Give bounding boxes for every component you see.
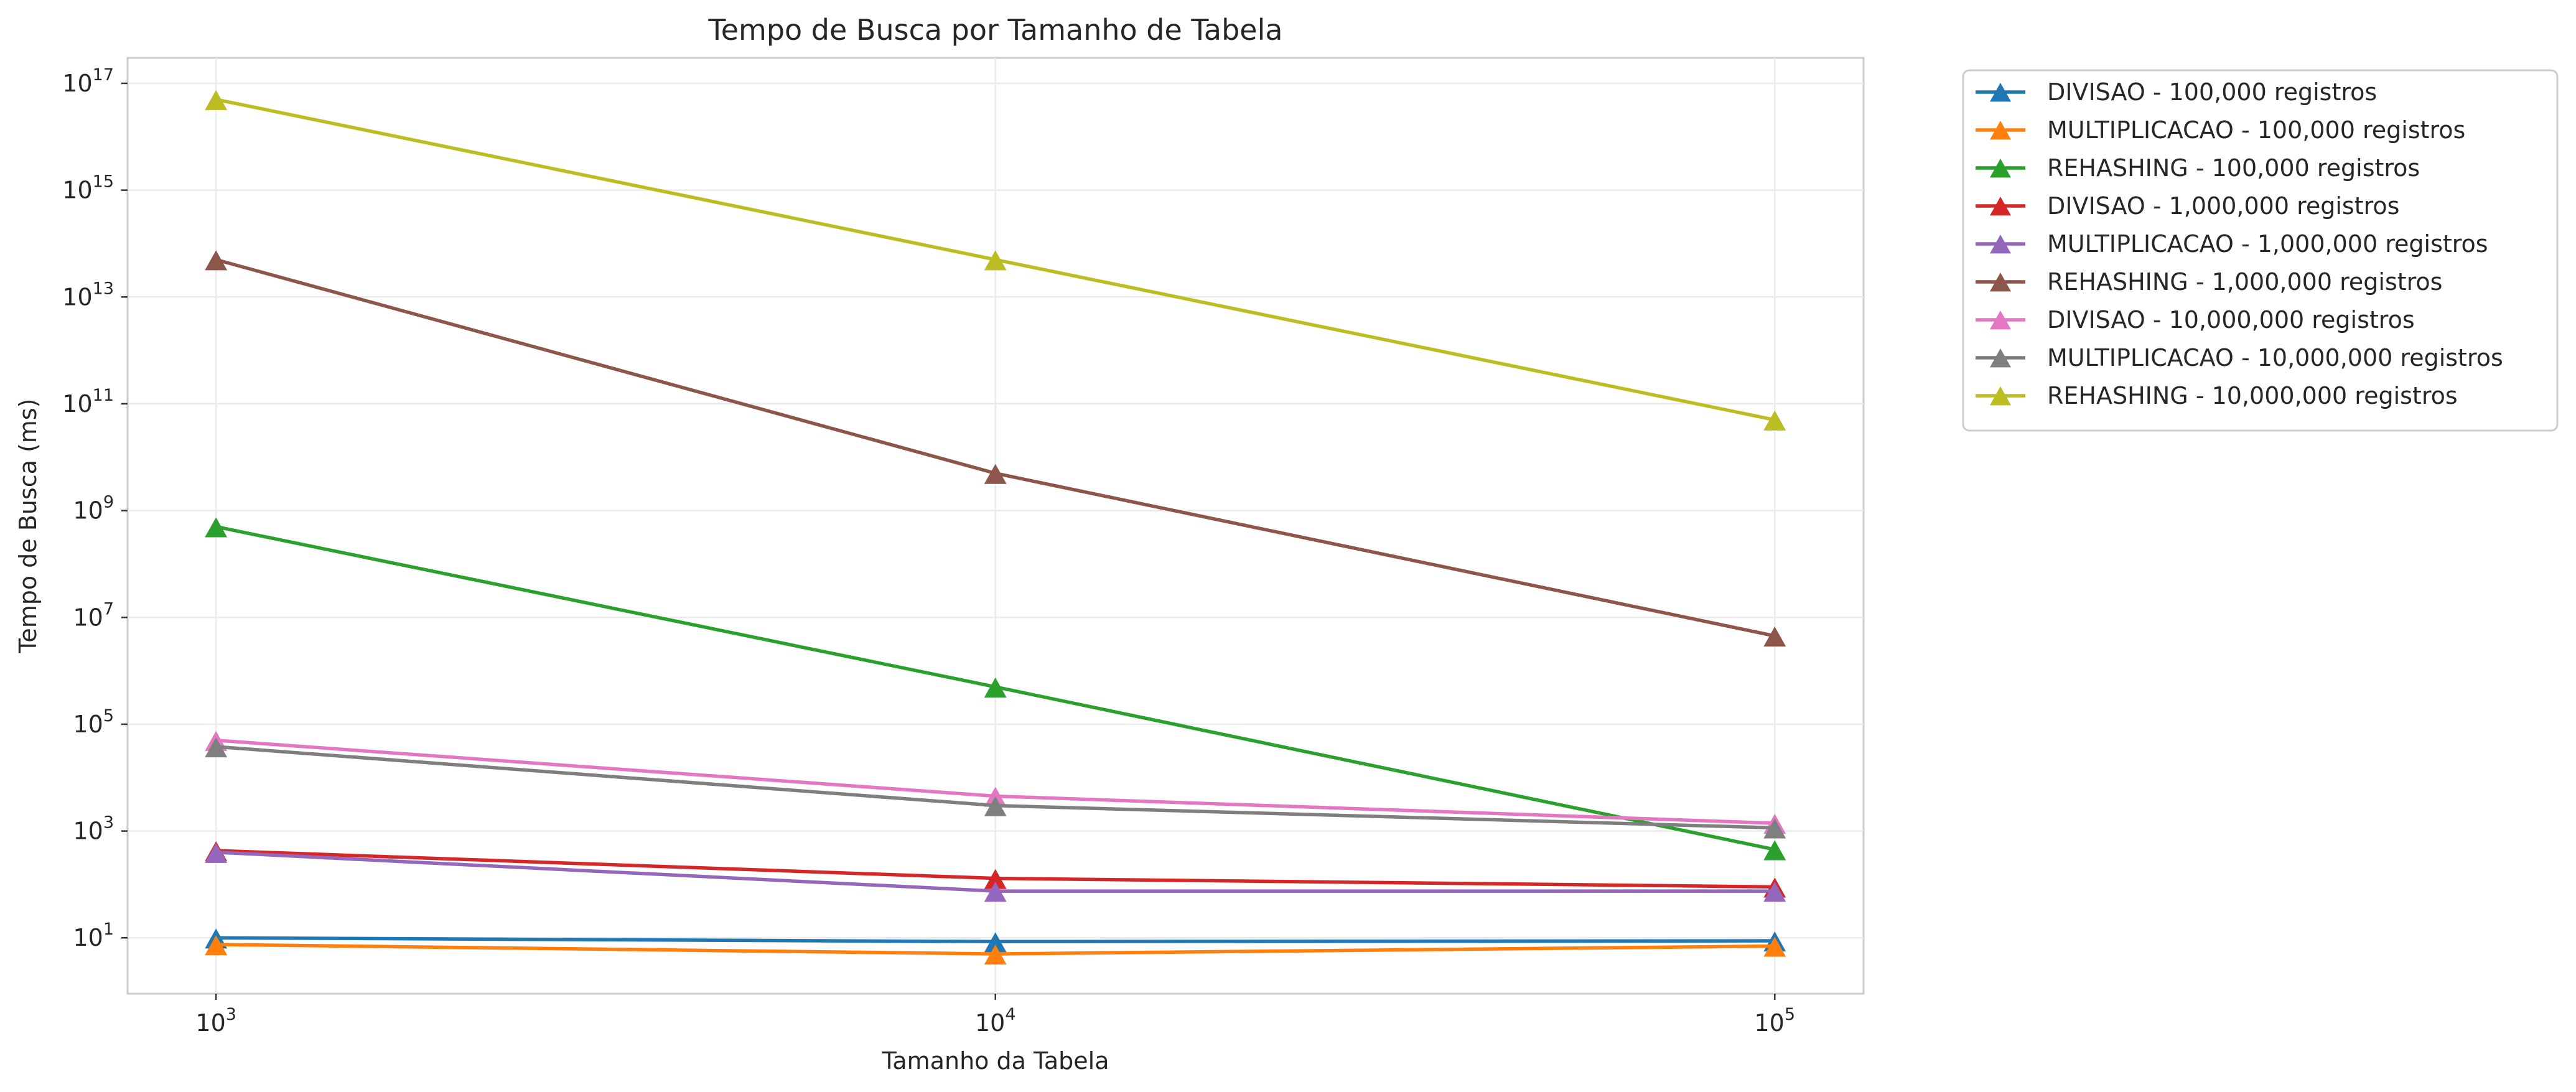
legend-item: DIVISAO - 1,000,000 registros: [1976, 192, 2399, 220]
x-tick-label: 103: [195, 1005, 236, 1037]
data-point: [1763, 840, 1786, 861]
legend-label: REHASHING - 1,000,000 registros: [2047, 268, 2442, 296]
y-tick-label: 103: [73, 813, 114, 845]
legend-marker: [1989, 310, 2012, 330]
legend-marker: [1989, 386, 2012, 406]
legend-marker: [1989, 158, 2012, 178]
data-point: [984, 796, 1007, 816]
legend: DIVISAO - 100,000 registros MULTIPLICACAO…: [1962, 69, 2559, 432]
legend-marker: [1989, 234, 2012, 254]
legend-marker: [1989, 272, 2012, 292]
legend-label: MULTIPLICACAO - 10,000,000 registros: [2047, 344, 2503, 371]
legend-label: MULTIPLICACAO - 1,000,000 registros: [2047, 230, 2488, 258]
series-9: [205, 90, 1786, 431]
y-axis-label: Tempo de Busca (ms): [14, 399, 42, 654]
y-tick-label: 105: [73, 706, 114, 738]
legend-item: REHASHING - 10,000,000 registros: [1976, 382, 2458, 409]
data-point: [984, 250, 1007, 271]
series-6: [205, 250, 1786, 647]
series-8: [205, 737, 1786, 839]
x-tick-label: 104: [975, 1005, 1016, 1037]
data-point: [205, 517, 228, 538]
legend-item: DIVISAO - 100,000 registros: [1976, 78, 2377, 106]
x-tick-label: 105: [1755, 1005, 1796, 1037]
data-point: [1763, 818, 1786, 839]
legend-item: MULTIPLICACAO - 10,000,000 registros: [1976, 344, 2503, 371]
y-tick-label: 1015: [62, 172, 114, 204]
legend-label: REHASHING - 10,000,000 registros: [2047, 382, 2458, 409]
chart-title: Tempo de Busca por Tamanho de Tabela: [707, 13, 1282, 47]
data-point: [205, 935, 228, 956]
y-axis-ticks: 101 103 105 107 109 1011 1013 1015 1017: [62, 65, 128, 951]
data-point: [1763, 410, 1786, 431]
data-point: [984, 882, 1007, 902]
legend-marker: [1989, 196, 2012, 216]
legend-label: DIVISAO - 100,000 registros: [2047, 78, 2377, 106]
legend-marker: [1989, 348, 2012, 368]
data-point: [984, 464, 1007, 484]
x-axis-ticks: 103 104 105: [195, 994, 1795, 1037]
data-point: [205, 250, 228, 271]
legend-item: MULTIPLICACAO - 100,000 registros: [1976, 116, 2465, 144]
y-tick-label: 107: [73, 599, 114, 631]
legend-label: DIVISAO - 1,000,000 registros: [2047, 192, 2399, 220]
series-5: [205, 842, 1786, 902]
legend-item: REHASHING - 100,000 registros: [1976, 154, 2420, 182]
data-point: [205, 90, 228, 110]
data-point: [984, 945, 1007, 965]
y-tick-label: 109: [73, 493, 114, 525]
legend-item: DIVISAO - 10,000,000 registros: [1976, 306, 2415, 334]
legend-box: [1962, 69, 2559, 432]
data-point: [205, 842, 228, 863]
data-point: [1763, 882, 1786, 902]
series-2: [205, 935, 1786, 965]
x-axis-label: Tamanho da Tabela: [881, 1047, 1109, 1075]
legend-marker: [1989, 120, 2012, 140]
legend-label: MULTIPLICACAO - 100,000 registros: [2047, 116, 2465, 144]
legend-item: MULTIPLICACAO - 1,000,000 registros: [1976, 230, 2488, 258]
legend-marker: [1989, 82, 2012, 102]
legend-label: REHASHING - 100,000 registros: [2047, 154, 2420, 182]
data-point: [1763, 936, 1786, 957]
y-tick-label: 101: [73, 920, 114, 951]
y-tick-label: 1017: [62, 65, 114, 97]
series-3: [205, 517, 1786, 861]
legend-item: REHASHING - 1,000,000 registros: [1976, 268, 2442, 296]
grid: [128, 58, 1864, 994]
data-point: [205, 737, 228, 758]
y-tick-label: 1013: [62, 279, 114, 310]
legend-label: DIVISAO - 10,000,000 registros: [2047, 306, 2415, 334]
y-tick-label: 1011: [62, 386, 114, 418]
series-layer: [205, 90, 1786, 965]
data-point: [1763, 626, 1786, 647]
data-point: [984, 677, 1007, 698]
